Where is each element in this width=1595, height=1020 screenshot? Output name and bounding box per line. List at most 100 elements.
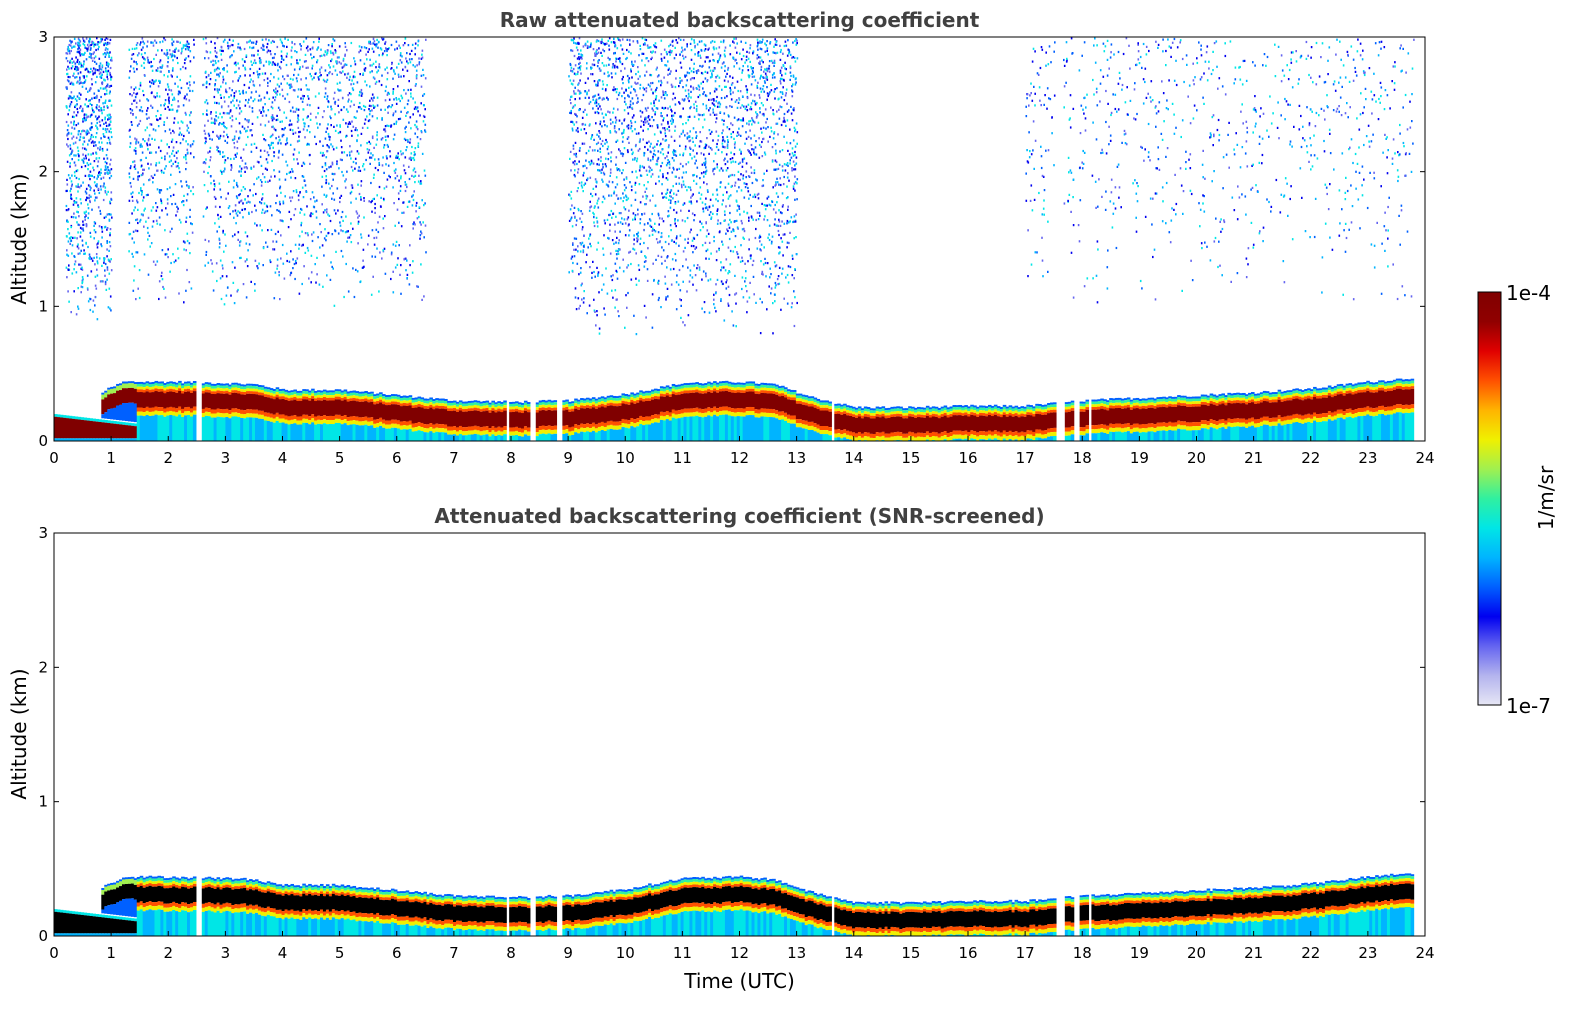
noise-point [335, 146, 338, 149]
noise-point [73, 212, 75, 215]
heatmap-cell [1327, 392, 1332, 396]
noise-point [96, 243, 98, 246]
noise-point [177, 105, 179, 108]
noise-point [94, 275, 97, 278]
heatmap-cell [1032, 435, 1036, 441]
heatmap-cell [547, 409, 552, 426]
heatmap-cell [955, 405, 960, 408]
heatmap-cell [766, 388, 770, 391]
noise-point [339, 71, 341, 74]
heatmap-cell [287, 398, 292, 401]
heatmap-cell [550, 400, 555, 403]
heatmap-cell [973, 407, 977, 411]
heatmap-cell [328, 424, 333, 441]
heatmap-cell [355, 395, 360, 399]
heatmap-cell [148, 382, 153, 385]
heatmap-cell [269, 395, 274, 399]
heatmap-cell [382, 423, 386, 428]
noise-point [85, 198, 87, 201]
heatmap-cell [1156, 399, 1160, 402]
heatmap-cell [520, 402, 525, 405]
heatmap-cell [857, 416, 862, 432]
noise-point [261, 72, 264, 75]
noise-point [370, 104, 372, 108]
noise-point [100, 245, 103, 248]
heatmap-cell [751, 415, 756, 441]
heatmap-cell [748, 391, 753, 407]
noise-point [155, 41, 158, 44]
heatmap-cell [754, 417, 759, 441]
heatmap-cell [1369, 407, 1373, 412]
heatmap-cell [985, 408, 989, 411]
heatmap-cell [1274, 417, 1279, 422]
noise-point [76, 237, 78, 240]
heatmap-cell [748, 406, 753, 412]
heatmap-cell [192, 406, 197, 411]
heatmap-cell [1085, 433, 1090, 441]
heatmap-cell [840, 434, 844, 439]
heatmap-cell [884, 433, 889, 438]
heatmap-cell [730, 387, 735, 390]
heatmap-cell [355, 398, 360, 402]
heatmap-cell [896, 435, 900, 440]
heatmap-cell [243, 392, 247, 395]
noise-point [84, 119, 86, 122]
heatmap-cell [671, 388, 676, 392]
noise-point [69, 76, 71, 79]
heatmap-cell [169, 386, 173, 389]
noise-point [106, 171, 108, 174]
noise-point [91, 59, 94, 62]
heatmap-cell [385, 424, 389, 429]
heatmap-cell [597, 397, 602, 400]
heatmap-cell [639, 420, 643, 425]
noise-point [315, 216, 318, 219]
heatmap-cell [1256, 427, 1261, 441]
noise-point [280, 234, 282, 237]
heatmap-cell [479, 411, 484, 428]
heatmap-cell [535, 432, 540, 437]
heatmap-cell [1271, 417, 1276, 422]
heatmap-cell [1123, 423, 1128, 428]
heatmap-cell [399, 398, 404, 401]
heatmap-cell [426, 398, 430, 401]
heatmap-cell [458, 430, 463, 435]
noise-point [409, 116, 412, 119]
heatmap-cell [813, 407, 818, 424]
heatmap-cell [937, 412, 942, 416]
heatmap-cell [846, 430, 850, 435]
heatmap-cell [1020, 416, 1025, 432]
heatmap-cell [1351, 418, 1356, 441]
heatmap-cell [56, 417, 61, 439]
noise-point [105, 89, 108, 92]
heatmap-cell [1206, 403, 1211, 406]
noise-point [70, 49, 72, 53]
heatmap-cell [441, 424, 445, 429]
noise-point [105, 121, 107, 124]
noise-point [75, 42, 77, 45]
noise-point [414, 84, 417, 87]
heatmap-cell [429, 423, 433, 428]
heatmap-cell [1259, 399, 1264, 403]
heatmap-cell [849, 405, 853, 408]
heatmap-cell [110, 388, 114, 394]
heatmap-cell [1316, 388, 1320, 391]
heatmap-cell [680, 391, 685, 394]
heatmap-cell [302, 414, 306, 419]
heatmap-cell [1310, 396, 1314, 400]
heatmap-cell [423, 408, 428, 425]
heatmap-cell [1050, 412, 1054, 429]
noise-point [80, 130, 83, 133]
heatmap-cell [385, 399, 389, 403]
heatmap-cell [1026, 438, 1030, 441]
heatmap-cell [308, 390, 312, 393]
noise-point [83, 249, 85, 252]
heatmap-cell [1144, 424, 1149, 429]
noise-point [93, 256, 95, 259]
heatmap-cell [520, 428, 525, 433]
heatmap-cell [491, 408, 495, 411]
heatmap-cell [990, 439, 995, 441]
heatmap-cell [905, 437, 909, 441]
heatmap-cell [154, 388, 159, 392]
heatmap-cell [482, 408, 487, 412]
heatmap-cell [955, 412, 960, 416]
